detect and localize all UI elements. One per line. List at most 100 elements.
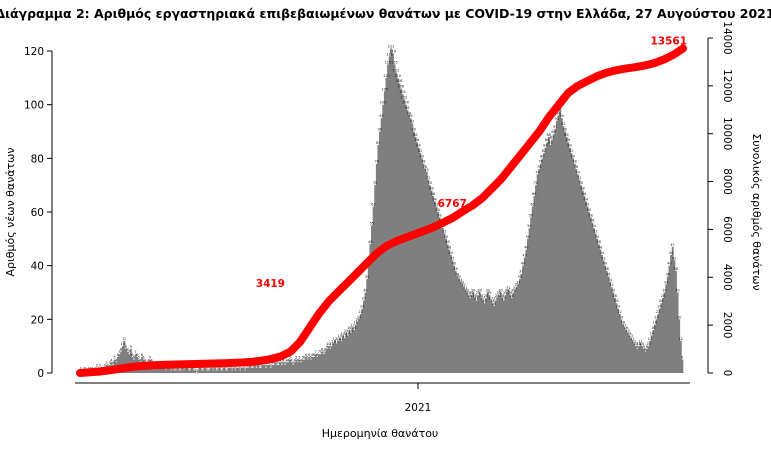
bar-data-label: 28 — [500, 294, 504, 298]
bar-data-label: 84 — [567, 144, 572, 148]
bar — [179, 370, 182, 373]
bar — [182, 370, 185, 373]
bar — [588, 212, 591, 373]
bar — [313, 356, 316, 373]
bar-data-label: 13 — [342, 334, 346, 338]
bar — [496, 297, 499, 373]
bar — [560, 118, 563, 373]
bar-data-label: 9 — [646, 345, 648, 349]
bar — [337, 340, 340, 373]
bar — [371, 225, 374, 373]
bar-data-label: 29 — [508, 291, 512, 295]
bar-data-label: 5 — [681, 356, 683, 360]
bar — [621, 324, 624, 373]
bar-data-label: 66 — [532, 192, 536, 196]
bar — [670, 254, 673, 373]
bar — [440, 222, 443, 373]
bar — [564, 131, 566, 373]
bar-data-label: 35 — [365, 275, 369, 279]
bar-data-label: 6 — [305, 353, 307, 357]
bar-data-label: 68 — [429, 187, 433, 191]
bar-data-label: 16 — [651, 326, 655, 330]
bar — [198, 367, 201, 373]
bar-data-label: 105 — [381, 87, 388, 91]
bar — [401, 93, 404, 373]
bar-data-label: 11 — [632, 339, 636, 343]
bar-data-label: 35 — [518, 275, 522, 279]
bar-data-label: 30 — [662, 289, 666, 293]
bar-data-label: 110 — [394, 74, 401, 78]
bar — [409, 118, 412, 373]
bar-data-label: 31 — [506, 286, 510, 290]
bar — [272, 364, 275, 373]
bar — [393, 64, 396, 374]
bar — [390, 48, 393, 374]
bar-data-label: 4 — [139, 358, 142, 362]
bar — [215, 370, 218, 373]
bar — [647, 346, 650, 373]
bar — [158, 367, 161, 373]
bar — [308, 356, 311, 373]
bar-data-label: 28 — [495, 294, 499, 298]
bar-data-label: 12 — [336, 337, 340, 341]
bar-data-label: 1 — [215, 366, 217, 370]
bar-data-label: 2 — [104, 364, 106, 368]
bar — [488, 295, 491, 373]
bar-data-label: 30 — [675, 289, 679, 293]
bar — [625, 330, 628, 373]
bar — [170, 370, 173, 373]
bar-data-label: 5 — [303, 356, 305, 360]
bar-data-label: 54 — [592, 224, 597, 228]
bar-data-label: 4 — [300, 358, 303, 362]
bar — [436, 212, 439, 373]
bar — [591, 222, 594, 373]
bar — [604, 265, 607, 373]
cumulative-line-series — [76, 44, 687, 377]
bar — [279, 362, 282, 373]
bar — [383, 91, 386, 373]
bar-data-label: 30 — [498, 289, 502, 293]
bar — [446, 244, 449, 373]
bar — [330, 346, 333, 373]
bar-data-label: 48 — [596, 240, 600, 244]
bar — [552, 134, 555, 373]
bar-data-label: 78 — [572, 160, 576, 164]
bar-data-label: 5 — [149, 356, 151, 360]
bar-data-label: 34 — [608, 278, 613, 282]
bar-data-label: 12 — [648, 337, 652, 341]
bar-data-label: 4 — [115, 358, 118, 362]
bar — [292, 364, 295, 373]
bar — [509, 295, 512, 373]
bar-data-label: 14 — [627, 331, 632, 335]
bar — [298, 359, 301, 373]
bar-data-label: 7 — [319, 350, 321, 354]
bar-data-label: 10 — [120, 342, 124, 346]
bar — [369, 244, 372, 373]
bar-data-label: 96 — [407, 111, 411, 115]
bar-data-label: 27 — [489, 297, 493, 301]
bar — [190, 367, 193, 373]
bar-data-label: 29 — [466, 291, 470, 295]
bar — [541, 158, 544, 373]
bar-data-label: 5 — [295, 356, 297, 360]
bar-data-label: 80 — [540, 154, 544, 158]
bar — [642, 348, 645, 373]
bar — [533, 195, 536, 373]
bar — [432, 195, 435, 373]
bar — [467, 295, 470, 373]
bar-data-label: 8 — [321, 348, 323, 352]
bar — [203, 367, 206, 373]
bar — [194, 370, 197, 373]
bar-data-label: 62 — [434, 203, 438, 207]
bar — [244, 370, 246, 373]
bar-data-label: 80 — [571, 154, 575, 158]
bar — [319, 354, 322, 373]
bar-data-label: 1 — [187, 366, 189, 370]
bar-data-label: 44 — [669, 251, 674, 255]
bar-data-label: 10 — [646, 342, 650, 346]
bar — [322, 354, 325, 373]
bar-data-label: 1 — [234, 366, 236, 370]
bar — [408, 115, 410, 374]
bar-data-label: 9 — [329, 345, 331, 349]
bar-data-label: 11 — [334, 339, 338, 343]
